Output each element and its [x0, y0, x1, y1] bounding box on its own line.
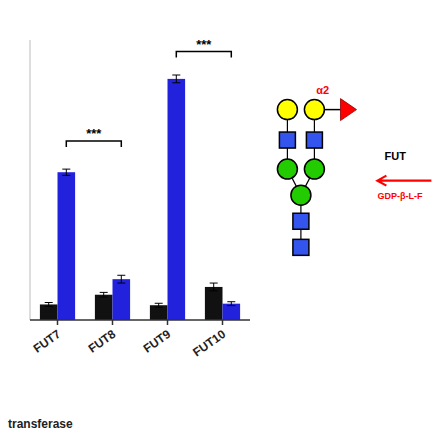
significance-label: *** — [196, 37, 212, 52]
x-tick-label: FUT7 — [31, 327, 64, 356]
error-bar — [155, 303, 163, 307]
annotation: α2 — [316, 84, 329, 96]
error-bar — [45, 303, 53, 307]
error-bar — [62, 169, 70, 175]
x-axis-line — [30, 319, 250, 321]
error-bar-line — [100, 292, 108, 297]
arrow — [377, 176, 431, 186]
bar — [58, 172, 76, 320]
glycan-link — [324, 109, 340, 111]
significance-bracket — [176, 52, 231, 58]
glycan-square — [279, 132, 295, 148]
glycan-circle — [277, 100, 297, 120]
bar — [113, 279, 131, 320]
chart: FUT7 FUT8 FUT9 FUT10 *** *** transferase α2 FUT G… — [0, 0, 440, 440]
glycan-square — [306, 132, 322, 148]
glycan-circle — [277, 159, 297, 179]
x-tick — [57, 320, 59, 325]
error-bar-line — [117, 275, 125, 283]
bar — [95, 295, 113, 320]
error-bar-line — [172, 75, 180, 83]
glycan-circle — [304, 100, 324, 120]
error-bar — [227, 302, 235, 306]
glycan-square — [293, 239, 309, 255]
error-bar-line — [210, 283, 218, 291]
schematic — [277, 99, 431, 256]
error-bar — [100, 292, 108, 297]
error-bar — [117, 275, 125, 283]
x-tick-label: FUT8 — [86, 327, 119, 356]
x-tick — [222, 320, 224, 325]
significance-label: *** — [86, 126, 102, 141]
error-bar-line — [155, 303, 163, 307]
glycan-square — [293, 213, 309, 229]
background — [0, 0, 440, 440]
bar — [205, 287, 223, 320]
significance-bracket — [66, 141, 121, 147]
error-bar-line — [45, 303, 53, 307]
bar — [168, 79, 186, 320]
bars — [40, 75, 240, 320]
fucose-triangle — [341, 99, 357, 121]
error-bar — [172, 75, 180, 83]
error-bar-line — [227, 302, 235, 306]
glycan-circle — [291, 185, 311, 205]
annotation: transferase — [8, 417, 73, 431]
error-bar — [210, 283, 218, 291]
x-tick-label: FUT10 — [190, 327, 228, 360]
annotation: GDP-β-L-F — [377, 191, 422, 201]
bar — [223, 304, 241, 320]
x-tick — [112, 320, 114, 325]
x-tick — [167, 320, 169, 325]
annotation: FUT — [385, 150, 407, 162]
glycan-circle — [304, 159, 324, 179]
y-axis-line — [30, 40, 31, 320]
error-bar-line — [62, 169, 70, 175]
x-tick-label: FUT9 — [141, 327, 174, 356]
